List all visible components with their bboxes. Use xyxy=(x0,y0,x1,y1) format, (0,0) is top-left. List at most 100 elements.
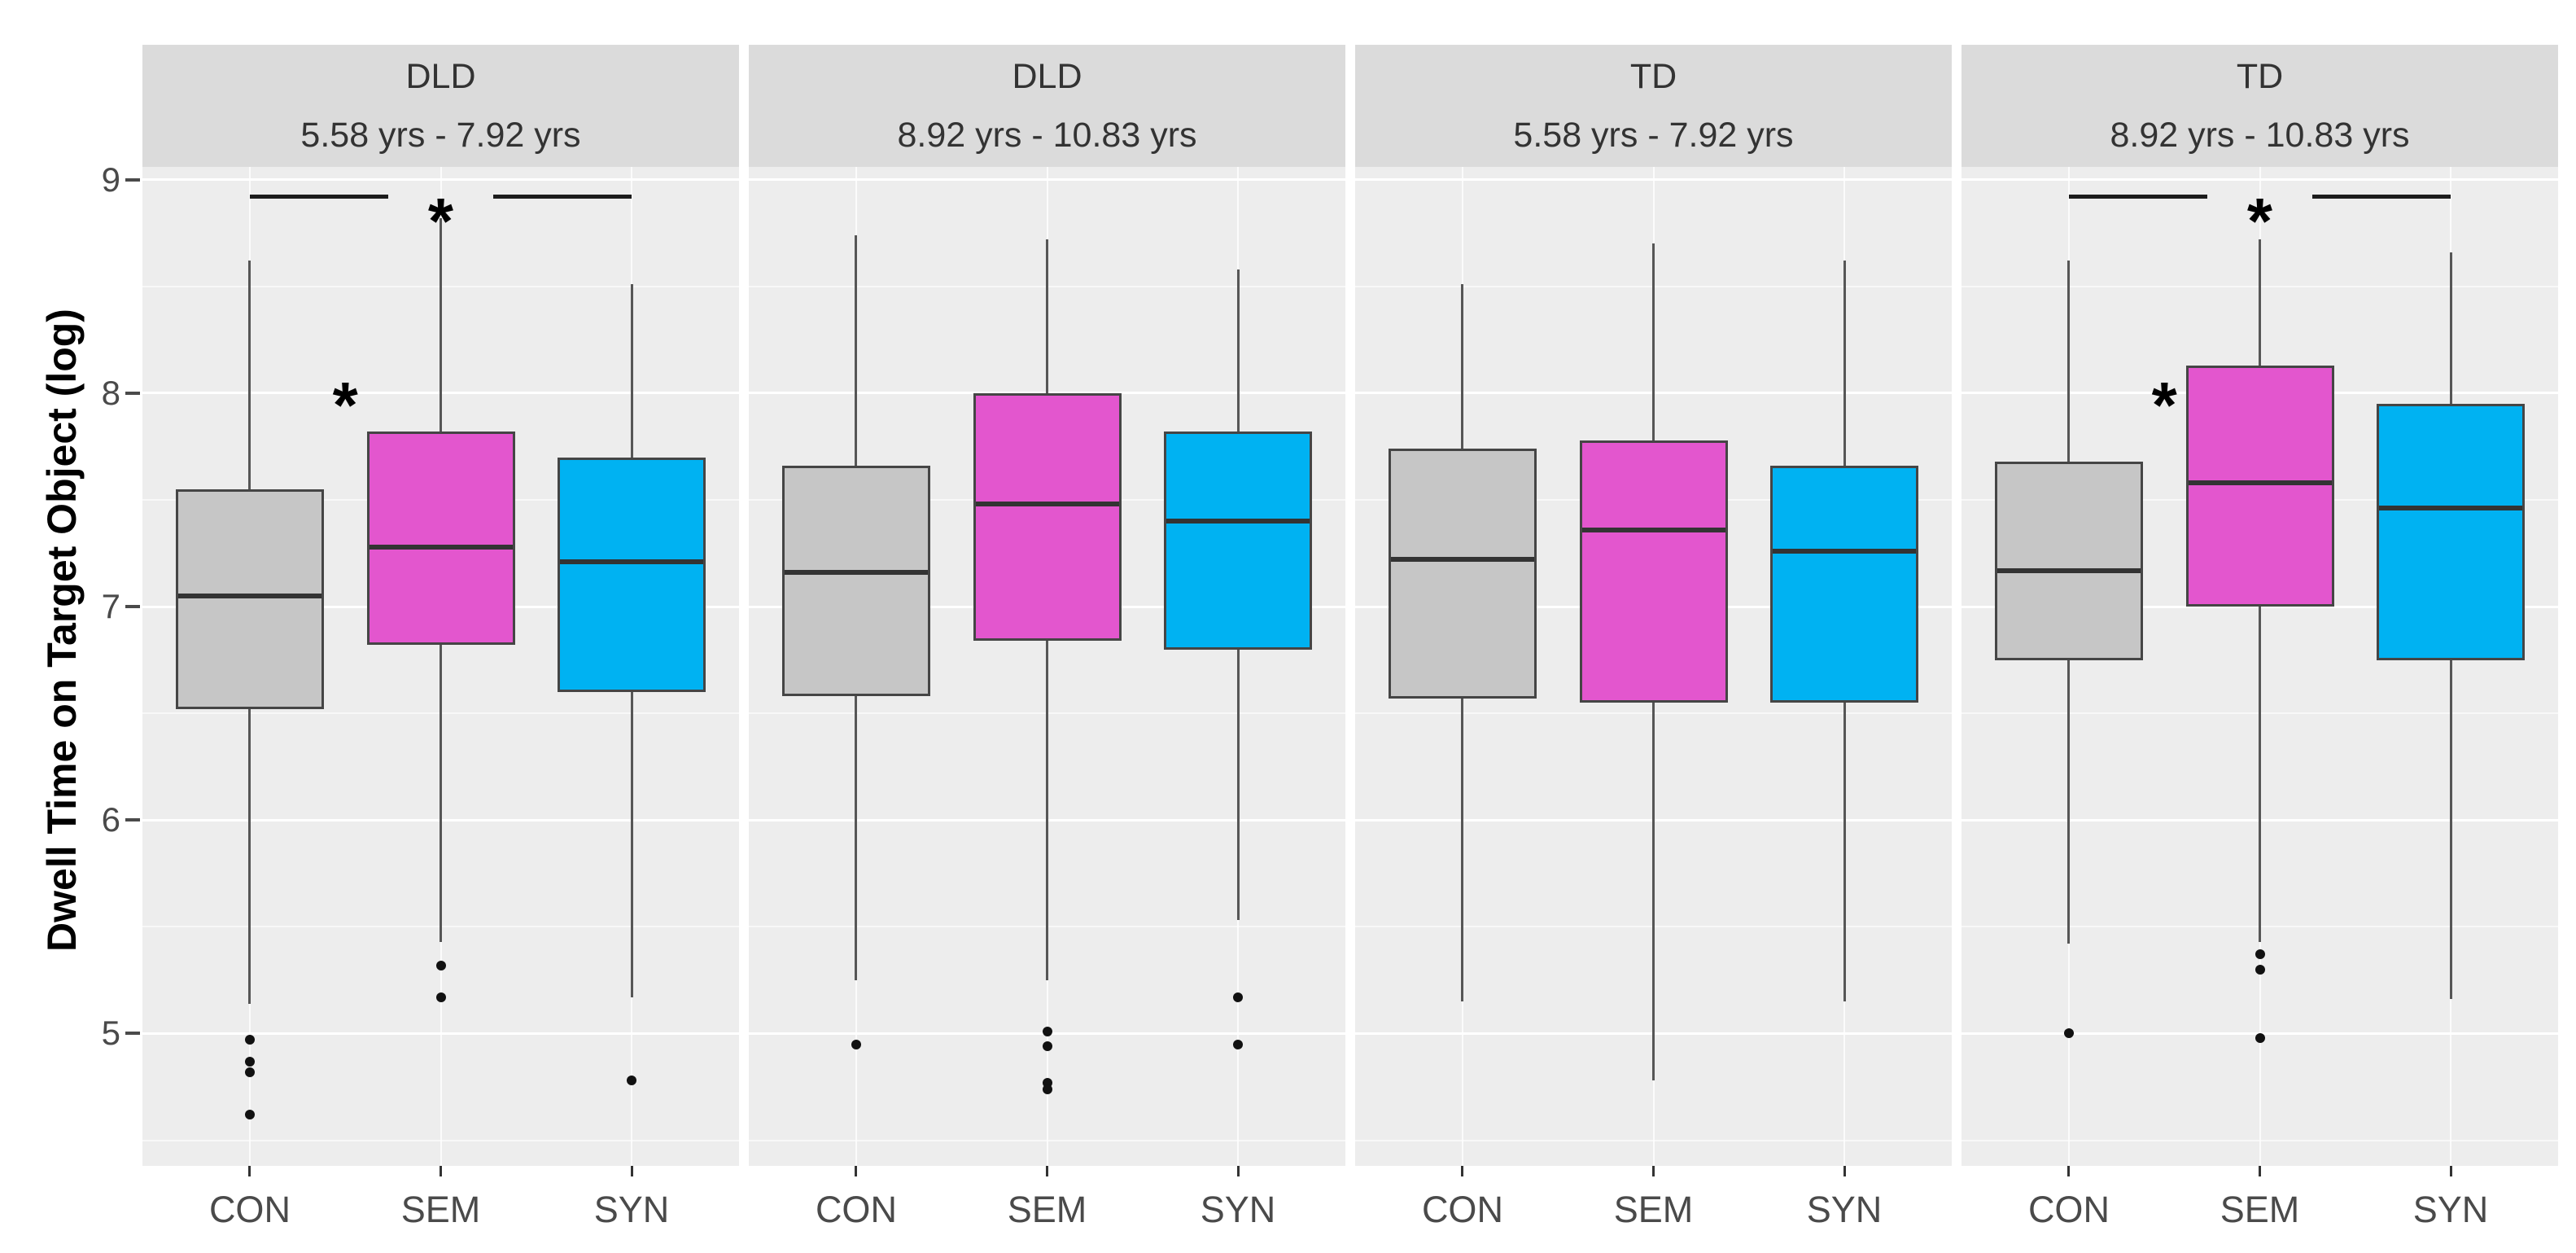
median-line-sem xyxy=(2188,480,2332,486)
x-tick-mark xyxy=(2067,1166,2071,1176)
significance-bracket-left xyxy=(249,195,389,199)
outlier-point xyxy=(627,1076,637,1086)
y-tick-label: 6 xyxy=(101,800,120,839)
boxplot-box-syn xyxy=(1164,432,1313,650)
facet-header: TD 5.58 yrs - 7.92 yrs xyxy=(1355,45,1952,167)
outlier-point xyxy=(1233,992,1244,1002)
significance-star-bracket: * xyxy=(2246,184,2273,257)
x-tick-mark xyxy=(2259,1166,2261,1176)
significance-bracket-right xyxy=(492,195,632,199)
facet-group-label: TD xyxy=(1629,57,1677,96)
y-tick-mark xyxy=(125,818,140,822)
median-line-sem xyxy=(369,544,513,550)
y-tick-mark xyxy=(125,1032,140,1036)
facet-age-range-label: 5.58 yrs - 7.92 yrs xyxy=(300,116,581,155)
x-category-label: SEM xyxy=(2220,1189,2300,1230)
x-category-label: SYN xyxy=(1806,1189,1883,1230)
boxplot-box-sem xyxy=(1579,440,1728,703)
outlier-point xyxy=(244,1056,255,1067)
x-tick-mark xyxy=(1046,1166,1048,1176)
outlier-point xyxy=(1042,1084,1052,1094)
median-line-sem xyxy=(975,502,1119,507)
significance-star-pairwise: * xyxy=(332,368,358,441)
facet-plot-area: * * xyxy=(142,167,739,1166)
y-tick-label: 7 xyxy=(101,587,120,626)
median-line-syn xyxy=(1166,519,1310,524)
x-tick-mark xyxy=(855,1166,858,1176)
facet-group-label: DLD xyxy=(405,57,476,96)
outlier-point xyxy=(2255,1032,2265,1043)
x-category-label: SEM xyxy=(400,1189,481,1230)
facet-age-range-label: 8.92 yrs - 10.83 yrs xyxy=(897,116,1197,155)
outlier-point xyxy=(2063,1028,2074,1039)
significance-star-pairwise: * xyxy=(2151,368,2177,441)
median-line-syn xyxy=(1773,548,1917,554)
x-category-label: CON xyxy=(2027,1189,2110,1230)
median-line-sem xyxy=(1581,527,1725,532)
facet-plot-area xyxy=(749,167,1345,1166)
y-tick-label: 5 xyxy=(101,1014,120,1053)
x-category-label: CON xyxy=(815,1189,897,1230)
x-tick-mark xyxy=(630,1166,633,1176)
significance-bracket-left xyxy=(2068,195,2208,199)
x-category-label: CON xyxy=(1421,1189,1503,1230)
outlier-point xyxy=(2255,949,2265,960)
median-line-syn xyxy=(2379,506,2523,511)
x-category-label: SYN xyxy=(2412,1189,2489,1230)
median-line-con xyxy=(784,570,928,576)
outlier-point xyxy=(851,1039,861,1049)
x-tick-mark xyxy=(1843,1166,1846,1176)
boxplot-box-sem xyxy=(973,392,1122,642)
outlier-point xyxy=(2255,964,2265,975)
outlier-point xyxy=(244,1067,255,1077)
significance-star-bracket: * xyxy=(427,184,454,257)
x-tick-mark xyxy=(1461,1166,1464,1176)
x-tick-mark xyxy=(440,1166,442,1176)
outlier-point xyxy=(244,1110,255,1120)
x-category-label: SYN xyxy=(1200,1189,1276,1230)
outlier-point xyxy=(244,1035,255,1045)
y-tick-label: 9 xyxy=(101,160,120,199)
x-category-label: SEM xyxy=(1613,1189,1694,1230)
outlier-point xyxy=(1042,1026,1052,1036)
boxplot-box-sem xyxy=(2185,365,2334,607)
x-tick-mark xyxy=(248,1166,251,1176)
facet-header: DLD 5.58 yrs - 7.92 yrs xyxy=(142,45,739,167)
boxplot-box-syn xyxy=(2377,404,2526,660)
boxplot-box-syn xyxy=(558,457,706,692)
facet-group-label: DLD xyxy=(1012,57,1082,96)
median-line-syn xyxy=(560,559,704,565)
y-tick-mark xyxy=(125,391,140,395)
outlier-point xyxy=(1042,1041,1052,1052)
facet-header: TD 8.92 yrs - 10.83 yrs xyxy=(1962,45,2558,167)
x-category-label: CON xyxy=(208,1189,291,1230)
boxplot-box-con xyxy=(781,466,930,697)
x-category-label: SEM xyxy=(1007,1189,1087,1230)
outlier-point xyxy=(435,992,446,1002)
boxplot-box-syn xyxy=(1770,466,1919,703)
boxplot-box-sem xyxy=(366,432,515,646)
facet-age-range-label: 8.92 yrs - 10.83 yrs xyxy=(2110,116,2410,155)
y-tick-mark xyxy=(125,605,140,609)
x-category-label: SYN xyxy=(593,1189,670,1230)
boxplot-box-con xyxy=(175,488,324,709)
median-line-con xyxy=(1390,557,1534,563)
facet-plot-area xyxy=(1355,167,1952,1166)
outlier-point xyxy=(435,960,446,970)
significance-bracket-right xyxy=(2311,195,2451,199)
facet-age-range-label: 5.58 yrs - 7.92 yrs xyxy=(1513,116,1794,155)
facet-group-label: TD xyxy=(2236,57,2284,96)
x-tick-mark xyxy=(1652,1166,1655,1176)
median-line-con xyxy=(177,593,321,598)
x-tick-mark xyxy=(1236,1166,1240,1176)
boxplot-box-con xyxy=(1994,461,2143,660)
y-tick-mark xyxy=(125,177,140,182)
facet-header: DLD 8.92 yrs - 10.83 yrs xyxy=(749,45,1345,167)
facet-plot-area: * * xyxy=(1962,167,2558,1166)
median-line-con xyxy=(1997,567,2141,573)
boxplot-box-con xyxy=(1388,449,1537,699)
x-tick-mark xyxy=(2449,1166,2452,1176)
outlier-point xyxy=(1233,1039,1244,1049)
y-tick-label: 8 xyxy=(101,373,120,412)
